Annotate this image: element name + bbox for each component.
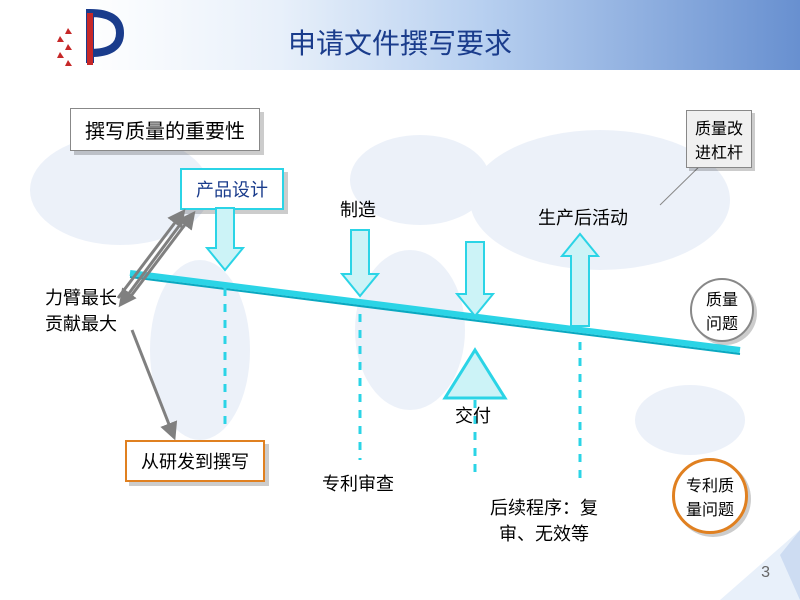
followup-label: 后续程序：复 审、无效等: [490, 494, 598, 546]
quality-issue-circle: 质量 问题: [690, 278, 754, 342]
patent-review-label: 专利审查: [322, 470, 394, 496]
patent-quality-text: 专利质 量问题: [686, 472, 734, 520]
delivery-label: 交付: [455, 402, 491, 428]
page-number: 3: [761, 564, 770, 582]
lever-callout: 质量改 进杠杆: [686, 110, 752, 168]
rd-to-writing-box: 从研发到撰写: [125, 440, 265, 482]
pq-l1: 专利质: [686, 478, 734, 495]
patent-quality-circle: 专利质 量问题: [672, 458, 748, 534]
pq-l2: 量问题: [686, 502, 734, 519]
callout-line2: 进杠杆: [695, 145, 743, 162]
corner-fold-icon: [720, 530, 800, 600]
followup-line1: 后续程序：复: [490, 498, 598, 518]
quality-issue-text: 质量 问题: [706, 286, 738, 334]
callout-line1: 质量改: [695, 121, 743, 138]
followup-line2: 审、无效等: [499, 524, 589, 544]
